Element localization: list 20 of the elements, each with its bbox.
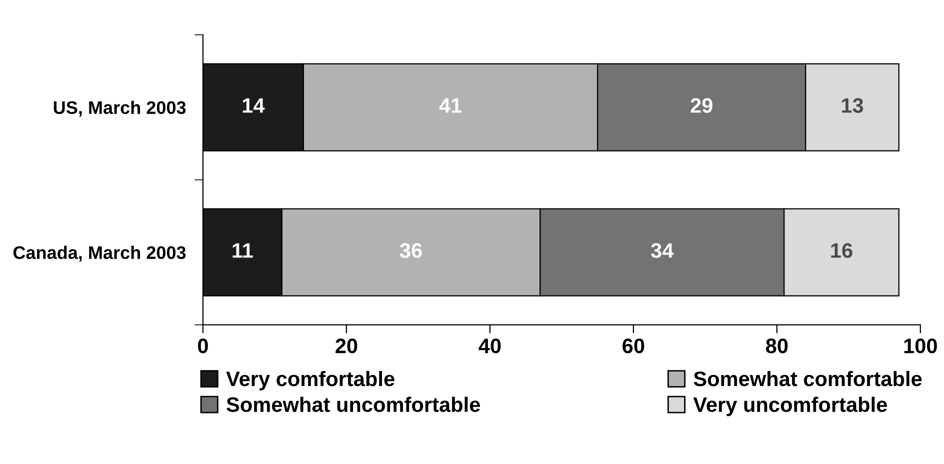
y-tick-label: US, March 2003 [54,100,186,117]
x-tick-label: 100 [904,338,937,354]
data-label: 14 [242,98,265,113]
x-tick-label: 80 [766,338,788,354]
data-label: 11 [232,243,253,258]
data-label: 29 [690,98,712,113]
x-tick-label: 0 [198,338,208,354]
legend-label: Very comfortable [226,370,394,390]
y-tick-label: Canada, March 2003 [13,246,186,262]
legend-label: Somewhat comfortable [694,370,922,386]
data-label: 41 [439,98,462,113]
data-label: 16 [831,243,852,258]
legend-label: Somewhat uncomfortable [226,396,480,412]
x-tick-label: 40 [478,338,501,354]
legend-label: Very uncomfortable [693,396,887,416]
data-label: 13 [842,98,864,113]
x-tick-label: 60 [622,338,644,354]
data-label: 36 [400,243,422,258]
x-tick-label: 20 [336,338,358,354]
data-label: 34 [651,243,674,258]
